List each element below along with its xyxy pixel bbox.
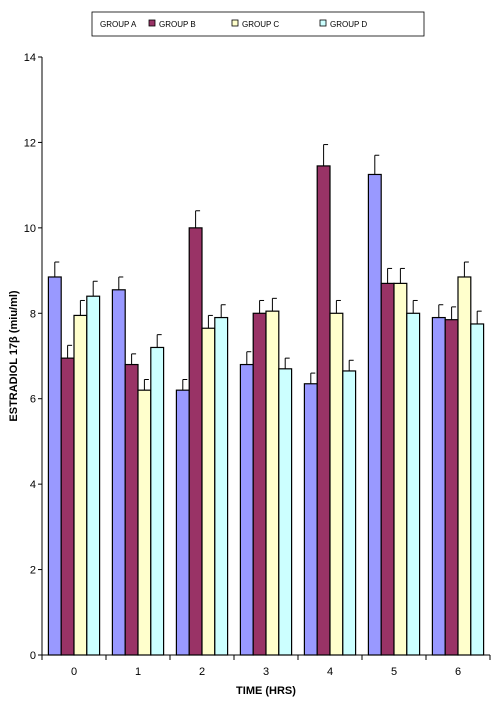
x-axis-title: TIME (HRS): [236, 685, 296, 697]
bar: [457, 276, 472, 656]
bar: [431, 316, 446, 656]
bar: [47, 276, 62, 656]
bar: [367, 173, 382, 656]
bar: [303, 383, 318, 656]
y-tick-label: 0: [30, 650, 36, 662]
y-tick-label: 10: [24, 223, 36, 235]
bar: [73, 314, 88, 656]
legend-label: GROUP C: [242, 20, 279, 29]
x-tick-label: 3: [263, 666, 269, 678]
bar: [316, 165, 331, 656]
bar: [150, 346, 165, 656]
legend-label: GROUP D: [330, 20, 367, 29]
x-tick-label: 0: [71, 666, 77, 678]
bar: [124, 363, 139, 656]
y-tick-label: 4: [30, 479, 36, 491]
bar: [278, 368, 293, 656]
bar: [252, 312, 267, 656]
y-tick-label: 8: [30, 308, 36, 320]
bar: [342, 370, 357, 656]
bar: [470, 323, 485, 656]
legend-swatch: [319, 19, 327, 27]
bar: [444, 319, 459, 656]
y-axis-title: ESTRADIOL 17β (miu/ml): [8, 290, 20, 422]
bar: [393, 282, 408, 656]
bar: [137, 389, 152, 656]
legend-swatch: [148, 19, 156, 27]
bar: [201, 327, 216, 656]
x-tick-label: 2: [199, 666, 205, 678]
y-tick-label: 12: [24, 137, 36, 149]
legend-box: [91, 11, 425, 37]
bar: [239, 363, 254, 656]
bar: [214, 316, 229, 656]
bar: [329, 312, 344, 656]
bar: [265, 310, 280, 656]
bar: [86, 295, 101, 656]
y-tick-label: 6: [30, 394, 36, 406]
bar: [406, 312, 421, 656]
x-tick-label: 1: [135, 666, 141, 678]
legend-label: GROUP B: [159, 20, 196, 29]
bar: [175, 389, 190, 656]
legend-swatch: [231, 19, 239, 27]
y-tick-label: 14: [24, 52, 36, 64]
bar: [380, 282, 395, 656]
legend-label: GROUP A: [100, 20, 137, 29]
x-tick-label: 5: [391, 666, 397, 678]
bar: [60, 357, 75, 656]
bar: [188, 227, 203, 656]
legend: GROUP A GROUP B GROUP C GROUP D: [91, 11, 425, 37]
bar: [111, 289, 126, 656]
x-tick-label: 6: [455, 666, 461, 678]
y-tick-label: 2: [30, 565, 36, 577]
x-tick-label: 4: [327, 666, 333, 678]
bars: [47, 144, 485, 656]
